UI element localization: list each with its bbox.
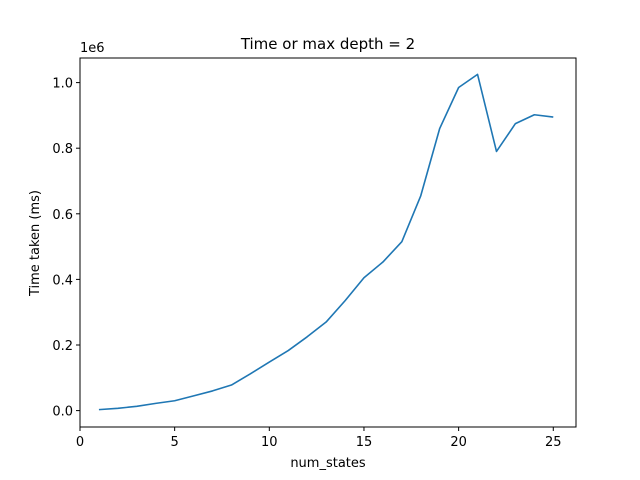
x-tick-label: 5 [171,435,179,450]
x-tick-label: 15 [356,435,373,450]
y-tick-label: 0.0 [52,405,73,420]
series-line [98,73,554,411]
x-tick-label: 10 [261,435,278,450]
y-tick-label: 0.2 [52,339,73,354]
plot-area [80,58,576,427]
series-layer [98,73,554,411]
y-tick-label: 0.4 [52,273,73,288]
chart-title: Time or max depth = 2 [240,35,415,53]
x-tick-label: 25 [545,435,562,450]
plot-frame [79,57,577,428]
y-tick-label: 0.8 [52,142,73,157]
y-tick-label: 1.0 [52,77,73,92]
x-axis-label: num_states [290,456,366,471]
y-offset-text: 1e6 [80,41,105,56]
y-tick-label: 0.6 [52,208,73,223]
ticks-layer: 0 5 10 15 20 25 0.0 0.2 0.4 0.6 0.8 1.0 [52,77,561,450]
x-tick-label: 20 [450,435,467,450]
y-axis-label: Time taken (ms) [28,190,43,297]
x-tick-label: 0 [76,435,84,450]
